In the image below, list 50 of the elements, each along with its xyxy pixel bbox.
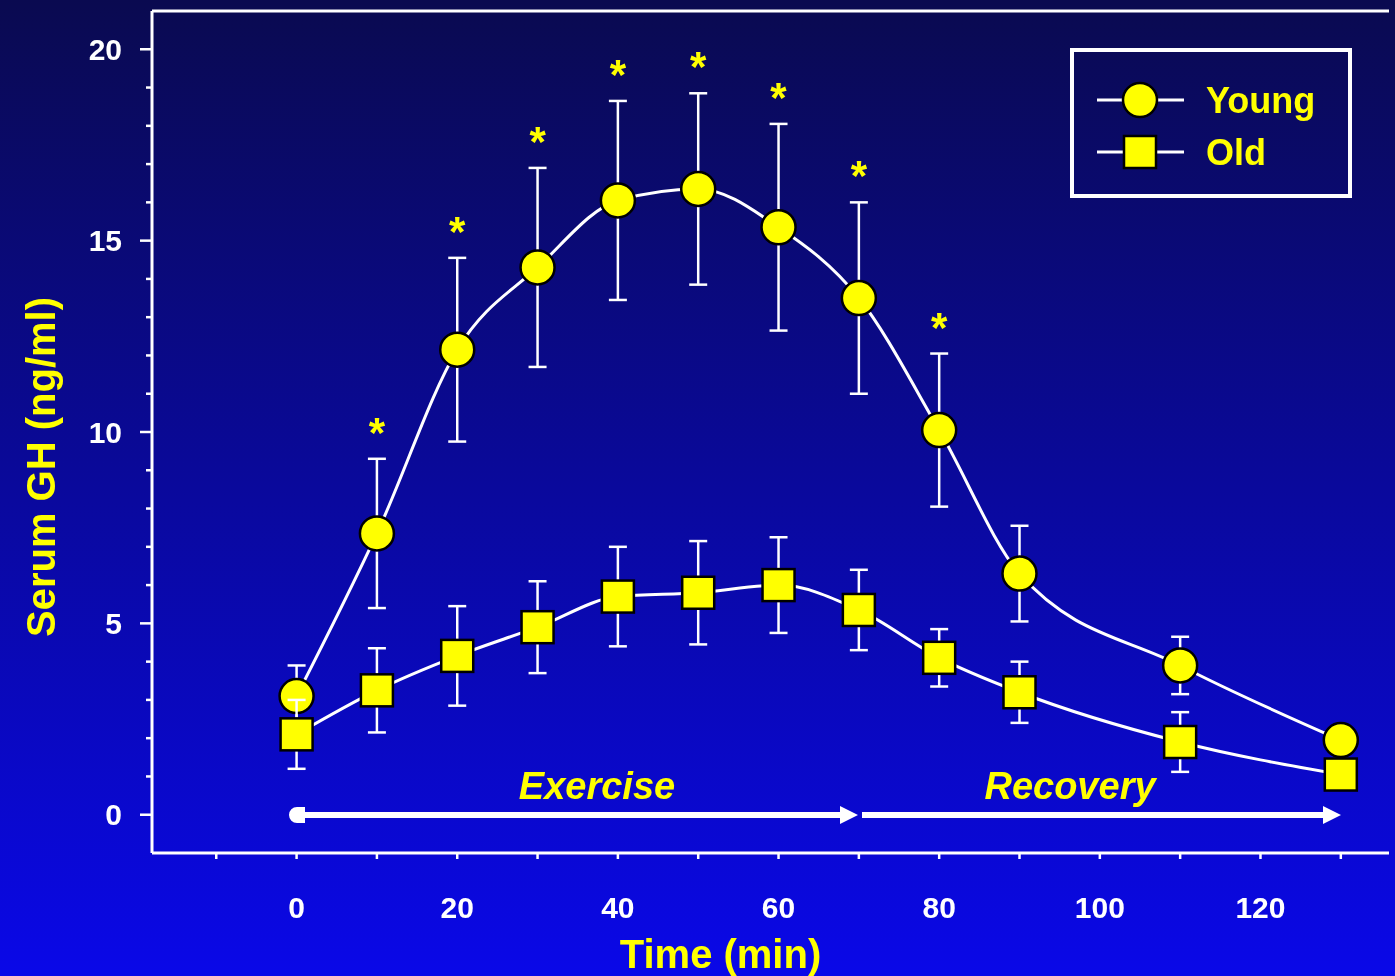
point — [1322, 721, 1360, 759]
x-tick-label: 100 — [1074, 891, 1125, 924]
point — [1161, 647, 1199, 684]
point — [761, 567, 796, 603]
annotation: * — [850, 152, 868, 200]
point — [519, 249, 556, 286]
y-tick-label: 20 — [88, 32, 122, 66]
point — [599, 182, 637, 219]
point — [921, 640, 957, 676]
point — [840, 279, 878, 317]
x-tick-label: 120 — [1235, 891, 1286, 924]
y-tick-label: 15 — [88, 224, 122, 258]
x-tick-label: 20 — [440, 891, 474, 924]
point — [1323, 757, 1359, 792]
point — [841, 592, 877, 628]
point — [438, 331, 476, 368]
x-tick-label: 80 — [922, 891, 956, 924]
point — [1002, 675, 1037, 710]
annotation: Recovery — [984, 765, 1158, 807]
point — [278, 677, 315, 715]
annotation: * — [529, 117, 547, 165]
annotation: Exercise — [518, 765, 676, 807]
x-tick-label: 0 — [288, 891, 305, 924]
point — [279, 717, 314, 752]
point — [679, 170, 717, 208]
annotation: * — [690, 43, 708, 91]
point — [920, 411, 958, 449]
y-tick-label: 10 — [88, 415, 122, 449]
point — [680, 575, 716, 610]
annotation: * — [609, 50, 627, 98]
legend-label: Young — [1206, 79, 1316, 121]
point — [439, 638, 475, 674]
point — [359, 673, 395, 708]
point — [520, 609, 555, 645]
y-axis-title: Serum GH (ng/ml) — [19, 296, 63, 638]
point — [1162, 724, 1198, 760]
y-tick-label: 5 — [105, 606, 122, 640]
annotation: * — [449, 207, 467, 255]
point — [760, 208, 797, 246]
y-tick-label: 0 — [105, 798, 122, 832]
annotation: * — [770, 73, 788, 121]
annotation: * — [931, 303, 948, 351]
point — [1001, 555, 1038, 592]
x-tick-label: 60 — [761, 891, 796, 924]
point — [600, 579, 636, 614]
x-axis-title: Time (min) — [619, 932, 822, 976]
legend-label: Old — [1206, 131, 1266, 173]
annotation: * — [368, 408, 386, 456]
point — [358, 515, 396, 552]
x-tick-label: 40 — [601, 891, 635, 924]
